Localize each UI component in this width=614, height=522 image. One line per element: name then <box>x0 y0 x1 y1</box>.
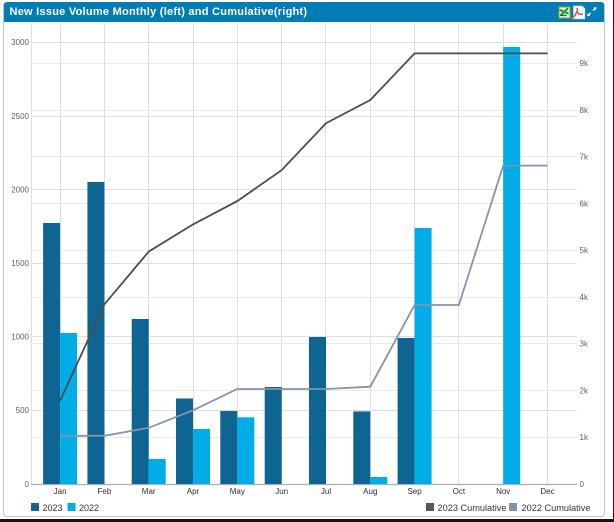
svg-text:Oct: Oct <box>453 487 466 496</box>
svg-text:1500: 1500 <box>11 259 29 268</box>
svg-text:4k: 4k <box>580 293 589 302</box>
svg-text:0: 0 <box>25 480 30 489</box>
svg-text:Nov: Nov <box>496 487 510 496</box>
svg-text:Feb: Feb <box>98 487 112 496</box>
svg-text:3k: 3k <box>580 340 589 349</box>
svg-text:Jul: Jul <box>321 487 331 496</box>
svg-text:9k: 9k <box>580 59 589 68</box>
svg-text:Apr: Apr <box>187 487 200 496</box>
svg-text:2k: 2k <box>580 386 589 395</box>
svg-text:Jun: Jun <box>275 487 288 496</box>
svg-text:Mar: Mar <box>142 487 156 496</box>
svg-text:2022 Cumulative: 2022 Cumulative <box>522 503 591 513</box>
svg-text:0: 0 <box>580 480 585 489</box>
svg-text:2000: 2000 <box>11 185 29 194</box>
svg-text:Dec: Dec <box>540 487 554 496</box>
svg-text:Jan: Jan <box>54 487 67 496</box>
svg-text:May: May <box>230 487 245 496</box>
svg-text:Aug: Aug <box>363 487 377 496</box>
svg-text:2500: 2500 <box>11 112 29 121</box>
svg-text:2022: 2022 <box>79 503 99 513</box>
svg-text:5k: 5k <box>580 246 589 255</box>
svg-text:500: 500 <box>16 406 30 415</box>
svg-text:7k: 7k <box>580 153 589 162</box>
svg-text:2023: 2023 <box>43 503 63 513</box>
svg-text:1k: 1k <box>580 433 589 442</box>
svg-text:1000: 1000 <box>11 333 29 342</box>
svg-text:8k: 8k <box>580 106 589 115</box>
svg-text:6k: 6k <box>580 199 589 208</box>
svg-text:2023 Cumulative: 2023 Cumulative <box>438 503 507 513</box>
svg-text:3000: 3000 <box>11 38 29 47</box>
svg-text:Sep: Sep <box>407 487 422 496</box>
